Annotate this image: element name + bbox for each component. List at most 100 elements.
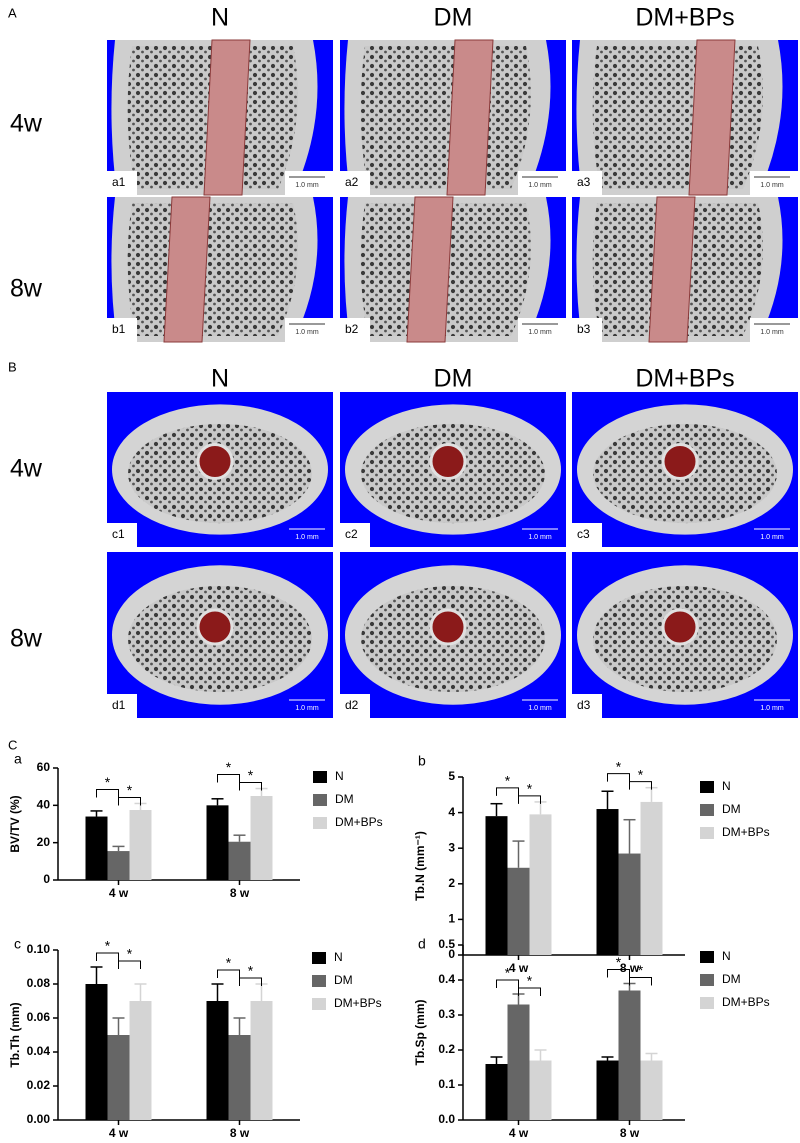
bar [129,1001,152,1120]
y-tick-label: 0.06 [27,1010,51,1024]
significance-bracket [118,960,141,969]
bar [129,810,152,880]
tile-label-box [572,694,602,718]
legend-label: DM [722,972,741,986]
scale-label: 1.0 mm [295,705,319,712]
bar [228,841,251,880]
cylinder-roi [203,39,251,196]
bar [107,851,130,880]
significance-bracket [217,774,240,783]
tile-label: b2 [345,322,359,336]
y-tick-label: 0.10 [27,942,51,956]
y-tick-label: 0.00 [27,1112,51,1126]
y-axis-label: BV/TV (%) [8,795,22,852]
micro-ct-image: a1 1.0 mm [107,39,333,196]
legend-swatch [312,998,326,1010]
tile-label-box [107,171,137,195]
column-header: DM [434,4,473,32]
cylinder-roi [429,608,467,646]
legend-label: N [722,779,731,793]
legend-label: DM+BPs [335,815,383,829]
significance-label: * [638,766,644,782]
scale-label: 1.0 mm [760,182,784,189]
scale-label: 1.0 mm [528,182,552,189]
significance-bracket [518,795,541,804]
y-tick-label: 0.02 [27,1078,51,1092]
tile-label: c1 [112,527,125,541]
legend-swatch [700,781,714,793]
panel-label: B [8,359,17,374]
scale-label: 1.0 mm [760,705,784,712]
bar [485,1064,508,1120]
bar [85,816,108,880]
significance-bracket [496,979,519,988]
scale-box [518,694,566,718]
y-tick-label: 1 [448,912,455,926]
cylinder-roi [196,443,234,480]
legend-swatch [313,771,327,783]
micro-ct-image: b2 1.0 mm [340,196,566,343]
micro-ct-image: a3 1.0 mm [572,39,798,196]
tile-label: c3 [577,527,590,541]
y-tick-label: 0.2 [438,1042,455,1056]
panel-label: c [14,936,21,952]
y-tick-label: 20 [37,835,51,849]
significance-bracket [96,952,119,961]
cylinder-roi [406,196,454,343]
y-axis-label: Tb.Sp (mm) [413,1000,427,1066]
column-header: DM+BPs [635,365,734,393]
significance-bracket [496,787,519,796]
tile-label: b3 [577,322,591,336]
tile-label: d3 [577,698,591,712]
significance-label: * [616,954,622,970]
significance-label: * [527,973,533,989]
legend-swatch [700,804,714,816]
cylinder-roi [661,608,699,646]
bar [529,814,552,955]
y-axis-label: Tb.Th (mm) [8,1002,22,1067]
significance-bracket [217,969,240,978]
micro-ct-image: b1 1.0 mm [107,196,333,343]
x-tick-label: 8 w [620,1126,640,1140]
bar [640,801,663,955]
scale-label: 1.0 mm [760,534,784,541]
legend-swatch [700,827,714,839]
bar [485,816,508,955]
legend-label: DM+BPs [722,825,770,839]
tile-label-box [340,318,370,342]
micro-ct-image: c2 1.0 mm [340,392,566,547]
legend-swatch [700,997,714,1009]
bar [206,1001,229,1120]
y-tick-label: 3 [448,840,455,854]
scale-box [750,523,798,547]
scale-box [518,523,566,547]
trabecular-bone [360,46,531,189]
significance-bracket [607,773,630,782]
bar [507,867,530,955]
trabecular-bone [127,203,298,336]
legend-swatch [313,817,327,829]
significance-label: * [638,962,644,978]
y-tick-label: 4 [448,805,455,819]
trabecular-bone [592,46,763,189]
legend-swatch [313,794,327,806]
tile-label: a2 [345,175,359,189]
legend-label: N [334,950,343,964]
significance-label: * [616,758,622,774]
panel-label: a [14,751,22,767]
panel-label: C [8,737,17,752]
tile-label-box [572,318,602,342]
bar [228,1035,251,1120]
tile-label: a3 [577,175,591,189]
significance-label: * [226,759,232,775]
significance-bracket [239,977,262,986]
bar [529,1060,552,1120]
tile-label-box [340,694,370,718]
cylinder-roi [688,39,736,196]
cylinder-roi [163,196,211,343]
y-tick-label: 0.4 [438,972,455,986]
panel-label: b [418,753,426,769]
micro-ct-image: c1 1.0 mm [107,392,333,547]
tile-label-box [572,171,602,195]
